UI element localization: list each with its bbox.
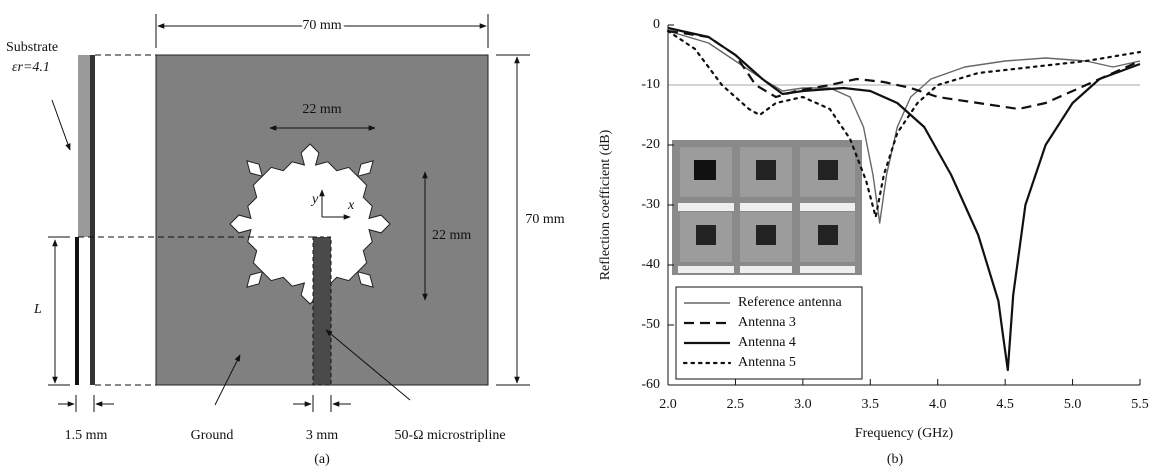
- feed-side: [75, 237, 79, 385]
- dim-label: 1.5 mm: [65, 428, 108, 443]
- caption: (a): [314, 452, 330, 467]
- photo-caption-strip: [678, 266, 734, 273]
- photo-caption-strip: [678, 203, 734, 211]
- dim-label: 70 mm: [302, 18, 341, 33]
- y-tick-label: -50: [641, 317, 660, 332]
- series-line: [667, 29, 1141, 111]
- y-tick-label: -40: [641, 257, 660, 272]
- photo-caption-strip: [740, 203, 792, 211]
- length-label: L: [33, 302, 42, 317]
- feed-label: 50-Ω microstripline: [394, 428, 505, 443]
- pointer: [51, 99, 71, 151]
- y-tick-label: -60: [641, 377, 660, 392]
- feed-line: [312, 236, 332, 386]
- pointer: [214, 354, 241, 406]
- x-tick-label: 4.0: [929, 397, 947, 412]
- legend-label: Antenna 5: [738, 355, 796, 370]
- x-tick-label: 2.5: [727, 397, 745, 412]
- photo-patch: [696, 225, 716, 245]
- photo-patch: [694, 160, 716, 180]
- dim-label: 22 mm: [302, 102, 341, 117]
- caption: (b): [887, 452, 904, 467]
- legend-label: Antenna 3: [738, 315, 796, 330]
- y-tick-label: -10: [641, 77, 660, 92]
- x-axis-title: Frequency (GHz): [855, 426, 954, 441]
- dim-label: 3 mm: [306, 428, 338, 443]
- fractal-slot: [229, 143, 391, 305]
- x-tick-label: 3.5: [862, 397, 880, 412]
- photo-caption-strip: [800, 203, 855, 211]
- x-tick-label: 5.0: [1064, 397, 1082, 412]
- legend-label: Reference antenna: [738, 295, 843, 310]
- series-line: [666, 29, 1142, 219]
- x-tick-label: 2.0: [659, 397, 677, 412]
- y-tick-label: 0: [653, 17, 660, 32]
- permittivity-label: εr=4.1: [12, 60, 50, 75]
- y-tick-label: -30: [641, 197, 660, 212]
- inset-photo: [672, 140, 862, 275]
- substrate: [78, 55, 90, 237]
- legend-label: Antenna 4: [738, 335, 796, 350]
- photo-patch: [818, 160, 838, 180]
- axis-label: x: [347, 198, 355, 213]
- pointer: [325, 329, 411, 401]
- y-tick-label: -20: [641, 137, 660, 152]
- x-tick-label: 5.5: [1131, 397, 1149, 412]
- photo-caption-strip: [800, 266, 855, 273]
- ground-label: Ground: [191, 428, 234, 443]
- x-tick-label: 4.5: [996, 397, 1014, 412]
- dim-label: 22 mm: [432, 228, 471, 243]
- x-tick-label: 3.0: [794, 397, 812, 412]
- y-axis-title: Reflection coefficient (dB): [598, 129, 613, 280]
- axis-label: y: [310, 192, 319, 207]
- photo-patch: [756, 160, 776, 180]
- photo-patch: [756, 225, 776, 245]
- dim-label: 70 mm: [525, 212, 564, 227]
- substrate-label: Substrate: [6, 40, 58, 55]
- chart: (b) Frequency (GHz) Reflection coefficie…: [598, 17, 1149, 467]
- ground-side: [90, 55, 95, 385]
- photo-patch: [818, 225, 838, 245]
- antenna-diagram: 70 mm 70 mm 22 mm 22 mm Substrate εr=4.1…: [6, 14, 565, 467]
- series-line: [667, 26, 1141, 372]
- photo-caption-strip: [740, 266, 792, 273]
